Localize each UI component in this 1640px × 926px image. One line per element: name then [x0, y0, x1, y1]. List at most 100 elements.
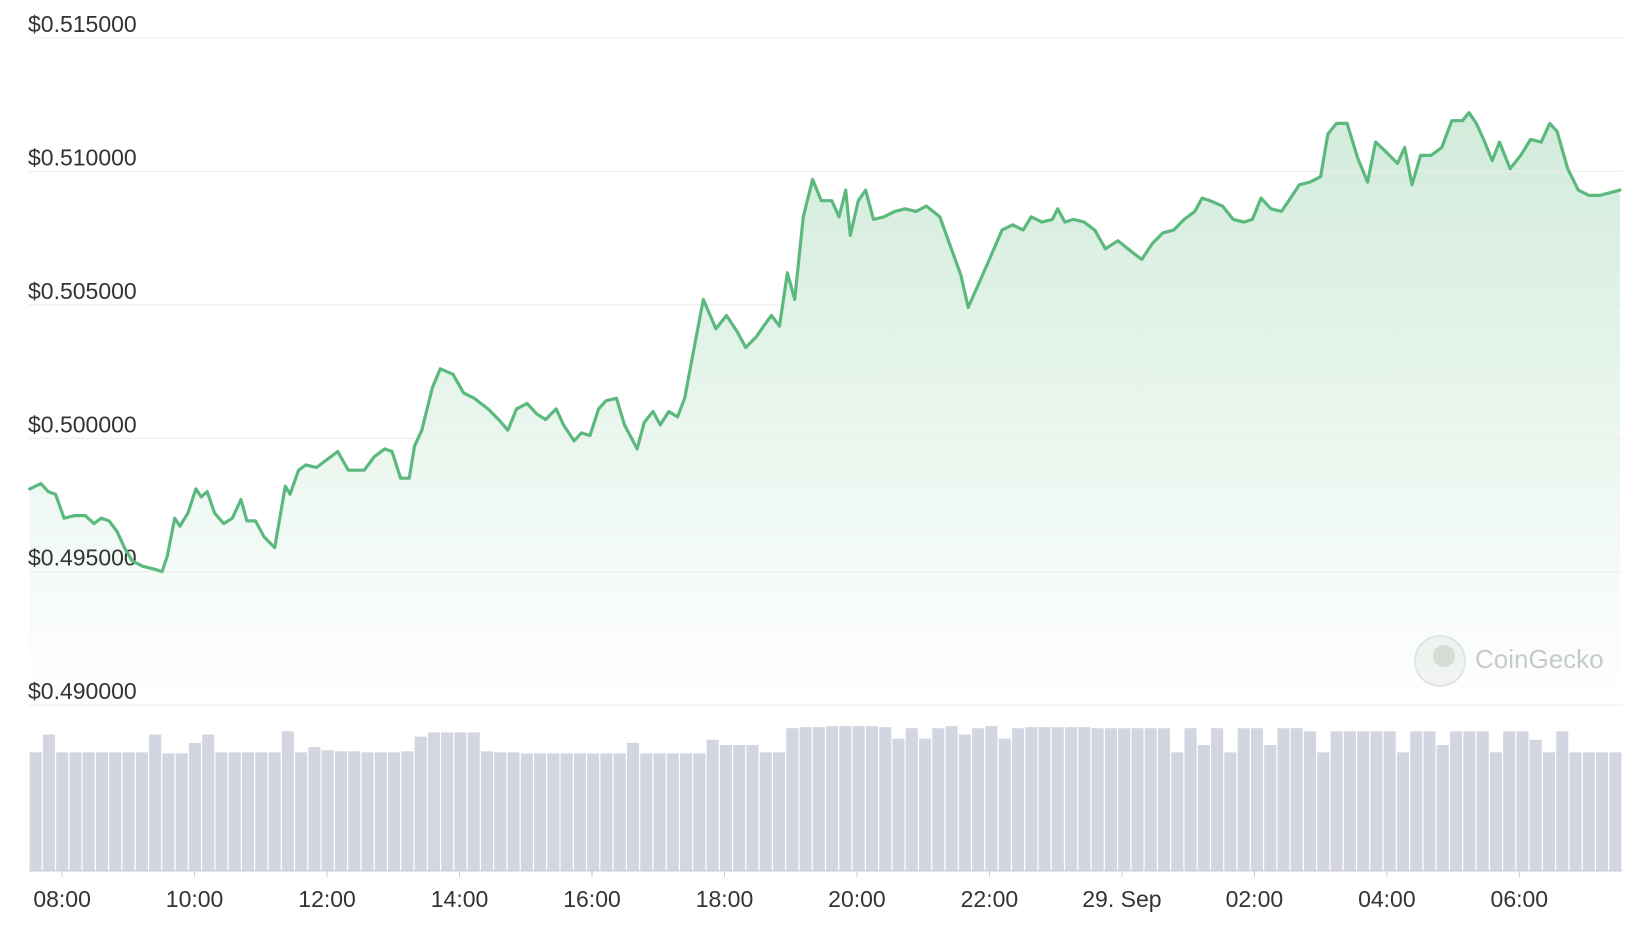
- volume-bar: [1476, 731, 1489, 871]
- volume-bar: [1370, 731, 1383, 871]
- x-tick-label: 22:00: [961, 886, 1019, 912]
- volume-bar: [1171, 752, 1184, 871]
- volume-bar: [1025, 727, 1038, 871]
- volume-bar: [42, 734, 55, 871]
- volume-bar: [1410, 731, 1423, 871]
- volume-bar: [640, 753, 653, 871]
- volume-bar: [202, 734, 215, 871]
- volume-bar: [1423, 731, 1436, 871]
- x-tick-label: 10:00: [166, 886, 224, 912]
- volume-bar: [680, 753, 693, 871]
- volume-bar: [374, 752, 387, 871]
- volume-bar: [719, 745, 732, 871]
- logo-eye: [1433, 645, 1455, 667]
- volume-bar: [998, 738, 1011, 871]
- volume-bar: [1357, 731, 1370, 871]
- volume-bar: [1569, 752, 1582, 871]
- volume-bar: [1104, 728, 1117, 871]
- volume-bar: [1224, 752, 1237, 871]
- volume-bar: [786, 728, 799, 871]
- volume-bar: [308, 747, 321, 871]
- volume-bar: [95, 752, 109, 871]
- volume-bar: [1596, 752, 1609, 871]
- volume-bar: [932, 728, 945, 871]
- volume-bar: [1065, 727, 1078, 871]
- volume-bar: [1582, 752, 1595, 871]
- volume-bar: [1489, 752, 1502, 871]
- volume-bar: [1542, 752, 1556, 871]
- volume-bar: [759, 752, 772, 871]
- volume-bar: [149, 734, 162, 871]
- volume-bar: [826, 726, 839, 871]
- volume-bar: [1463, 731, 1476, 871]
- volume-bar: [215, 752, 228, 871]
- volume-bar: [1304, 731, 1317, 871]
- y-tick-label: $0.510000: [28, 144, 137, 170]
- volume-bar: [295, 752, 308, 871]
- volume-bar: [1091, 728, 1104, 871]
- volume-bar: [242, 752, 255, 871]
- y-tick-label: $0.505000: [28, 278, 137, 304]
- volume-bar: [507, 752, 520, 871]
- volume-bar: [321, 750, 334, 871]
- volume-bar: [122, 752, 135, 871]
- volume-bar: [1211, 728, 1224, 871]
- volume-bar: [1330, 731, 1343, 871]
- volume-bar: [1078, 727, 1091, 871]
- y-tick-label: $0.495000: [28, 545, 137, 571]
- volume-bar: [573, 753, 586, 871]
- x-tick-label: 02:00: [1226, 886, 1284, 912]
- volume-bar: [733, 745, 746, 871]
- volume-bar: [773, 752, 786, 871]
- volume-bar: [281, 731, 294, 871]
- volume-bar: [1131, 728, 1144, 871]
- volume-bar: [334, 751, 347, 871]
- volume-bar: [188, 742, 201, 871]
- volume-bar: [905, 728, 918, 871]
- volume-bar: [666, 753, 679, 871]
- volume-bar: [361, 752, 374, 871]
- y-tick-label: $0.500000: [28, 411, 137, 437]
- volume-bar: [427, 732, 440, 871]
- volume-bar: [69, 752, 82, 871]
- volume-bar: [919, 738, 932, 871]
- volume-bar: [1396, 752, 1409, 871]
- volume-bar: [560, 753, 573, 871]
- volume-bar: [879, 727, 892, 871]
- volume-bar: [626, 742, 640, 871]
- price-area: [29, 112, 1621, 705]
- x-tick-label: 14:00: [431, 886, 489, 912]
- volume-bar: [441, 732, 454, 871]
- volume-bar: [1118, 728, 1131, 871]
- volume-bar: [1383, 731, 1396, 871]
- volume-bar: [1503, 731, 1516, 871]
- volume-bar: [1529, 739, 1542, 871]
- x-tick-label: 18:00: [696, 886, 754, 912]
- volume-bar: [348, 751, 361, 871]
- volume-bar: [29, 752, 42, 871]
- volume-bar: [1450, 731, 1463, 871]
- volume-bar: [175, 753, 188, 871]
- volume-bar: [1250, 728, 1263, 871]
- volume-bar: [1197, 745, 1210, 871]
- volume-bar: [547, 753, 560, 871]
- volume-bar: [1290, 728, 1303, 871]
- volume-bar: [268, 752, 281, 871]
- x-tick-label: 12:00: [298, 886, 356, 912]
- volume-bar: [1011, 728, 1025, 871]
- volume-bar: [1609, 752, 1622, 871]
- volume-bar: [480, 751, 494, 871]
- volume-bar: [534, 753, 547, 871]
- x-tick-label: 06:00: [1491, 886, 1549, 912]
- volume-bar: [494, 752, 507, 871]
- y-tick-label: $0.490000: [28, 678, 137, 704]
- volume-bar: [135, 752, 148, 871]
- volume-bar: [520, 753, 533, 871]
- volume-bar: [1436, 745, 1449, 871]
- volume-bar: [82, 752, 95, 871]
- volume-bar: [1556, 731, 1569, 871]
- volume-bar: [1237, 728, 1250, 871]
- volume-bar: [985, 726, 998, 871]
